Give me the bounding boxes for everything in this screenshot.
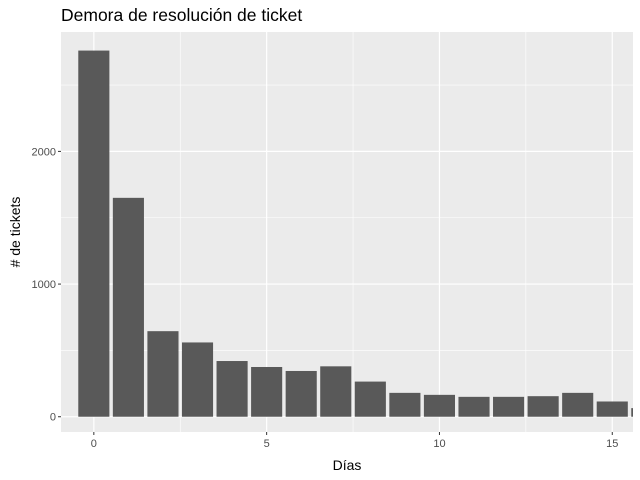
bar bbox=[527, 396, 559, 417]
bar bbox=[493, 396, 525, 417]
x-axis: 0 5 10 15 bbox=[91, 432, 618, 450]
y-tick-label: 2000 bbox=[32, 146, 56, 158]
bar bbox=[562, 392, 594, 417]
bar bbox=[389, 392, 421, 417]
bar bbox=[596, 401, 628, 417]
bar bbox=[251, 366, 283, 417]
x-tick-label: 10 bbox=[433, 438, 445, 450]
bar bbox=[423, 394, 456, 417]
bar bbox=[631, 408, 633, 417]
x-tick-label: 5 bbox=[264, 438, 270, 450]
y-tick-label: 0 bbox=[50, 412, 56, 424]
bar bbox=[354, 381, 386, 417]
x-tick-label: 15 bbox=[606, 438, 618, 450]
bars bbox=[78, 50, 633, 417]
minor-gridlines bbox=[61, 32, 633, 432]
y-tick-label: 1000 bbox=[32, 279, 56, 291]
bar bbox=[320, 366, 352, 417]
x-tick-label: 0 bbox=[91, 438, 97, 450]
bar bbox=[147, 331, 179, 417]
y-axis-title: # de tickets bbox=[7, 197, 23, 268]
bar bbox=[112, 197, 144, 417]
bar bbox=[78, 50, 110, 417]
y-axis: 0 1000 2000 bbox=[32, 146, 61, 424]
bar bbox=[181, 342, 214, 417]
chart-title: Demora de resolución de ticket bbox=[61, 5, 303, 25]
bar bbox=[285, 370, 317, 417]
bar bbox=[216, 361, 248, 417]
x-axis-title: Días bbox=[333, 457, 362, 473]
bar bbox=[458, 396, 490, 417]
